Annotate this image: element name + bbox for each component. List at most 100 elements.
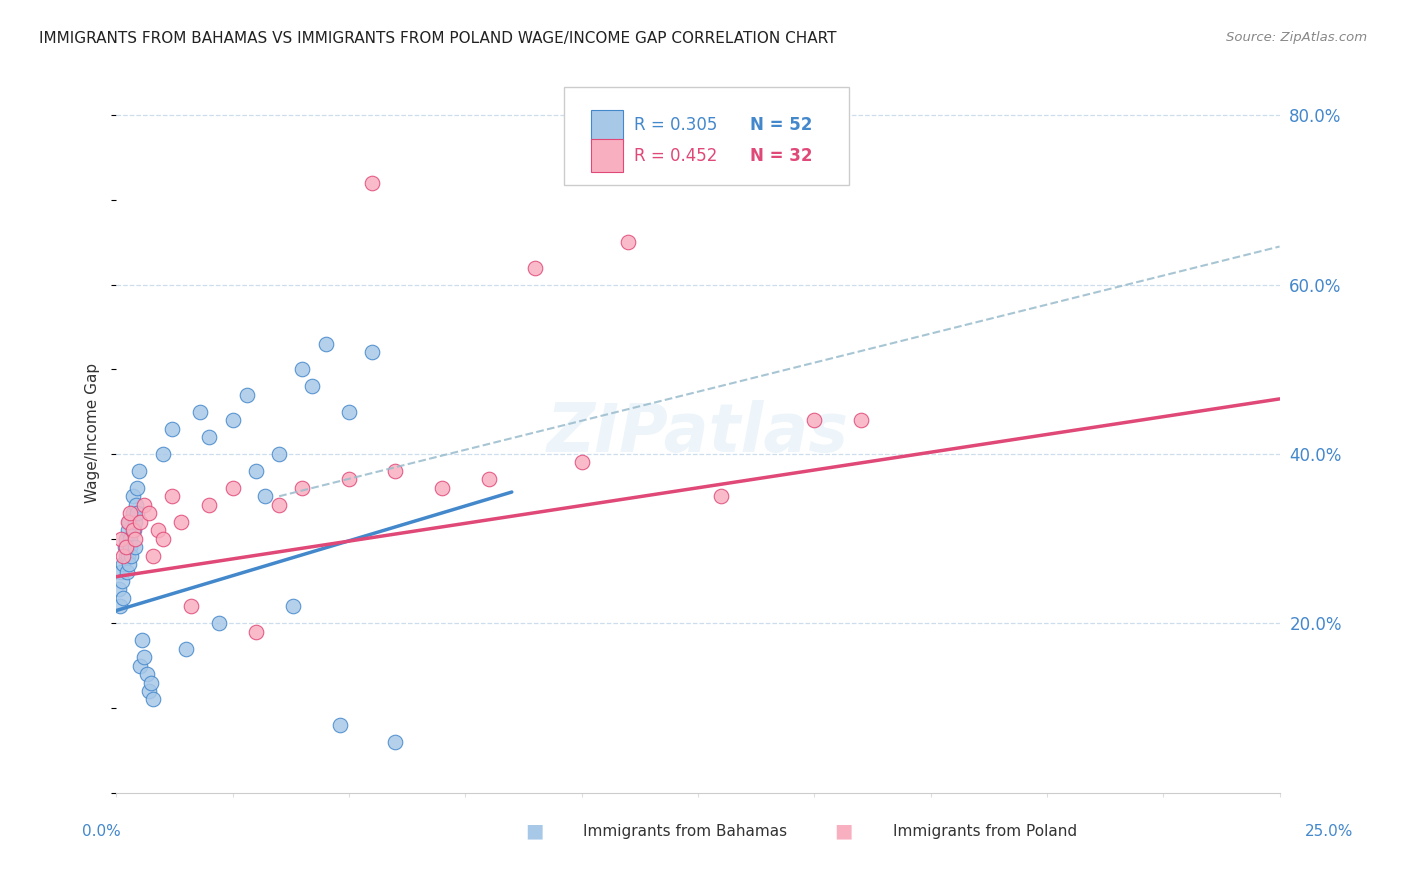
Point <box>803 413 825 427</box>
Point <box>114 549 136 563</box>
Point <box>131 633 153 648</box>
Point <box>107 582 129 597</box>
Point <box>269 498 291 512</box>
Point <box>128 464 150 478</box>
Point <box>710 489 733 503</box>
Point <box>315 337 337 351</box>
Point <box>208 616 231 631</box>
Point <box>114 540 136 554</box>
Point <box>337 472 360 486</box>
Point <box>152 532 174 546</box>
Point <box>198 498 221 512</box>
FancyBboxPatch shape <box>591 139 623 172</box>
Point <box>121 489 143 503</box>
Text: N = 52: N = 52 <box>751 116 813 134</box>
Point <box>142 692 165 706</box>
Point <box>124 540 146 554</box>
Point <box>110 566 132 580</box>
Point <box>849 413 872 427</box>
Point <box>108 599 131 614</box>
Text: 25.0%: 25.0% <box>1305 824 1353 838</box>
Point <box>384 464 406 478</box>
Point <box>571 455 593 469</box>
Point <box>617 235 640 250</box>
Point <box>337 404 360 418</box>
Point <box>281 599 304 614</box>
Point <box>146 523 169 537</box>
Point <box>114 532 136 546</box>
Point <box>121 506 143 520</box>
Point <box>301 379 323 393</box>
Text: Source: ZipAtlas.com: Source: ZipAtlas.com <box>1226 31 1367 45</box>
Point <box>127 481 149 495</box>
Point <box>117 523 139 537</box>
Point <box>170 515 193 529</box>
FancyBboxPatch shape <box>591 110 623 143</box>
Point <box>121 523 143 537</box>
Point <box>120 540 142 554</box>
Text: Immigrants from Poland: Immigrants from Poland <box>893 824 1077 838</box>
Point <box>111 574 134 588</box>
Text: ZIPatlas: ZIPatlas <box>547 400 849 466</box>
Point <box>188 404 211 418</box>
Point <box>329 718 352 732</box>
Point <box>235 387 257 401</box>
Point <box>254 489 277 503</box>
Point <box>269 447 291 461</box>
Point <box>138 506 160 520</box>
Text: N = 32: N = 32 <box>751 146 813 165</box>
Point <box>112 591 135 605</box>
Point <box>430 481 453 495</box>
Text: IMMIGRANTS FROM BAHAMAS VS IMMIGRANTS FROM POLAND WAGE/INCOME GAP CORRELATION CH: IMMIGRANTS FROM BAHAMAS VS IMMIGRANTS FR… <box>39 31 837 46</box>
Point <box>152 447 174 461</box>
Text: ■: ■ <box>524 822 544 841</box>
Point <box>127 506 149 520</box>
Point <box>117 549 139 563</box>
Point <box>361 345 384 359</box>
Point <box>221 413 243 427</box>
Text: 0.0%: 0.0% <box>82 824 121 838</box>
Point <box>291 481 314 495</box>
Point <box>124 515 146 529</box>
Point <box>135 667 157 681</box>
Point <box>112 557 135 571</box>
Point <box>125 498 148 512</box>
Point <box>477 472 499 486</box>
Point <box>361 176 384 190</box>
Point <box>384 735 406 749</box>
Point <box>245 624 267 639</box>
Point <box>221 481 243 495</box>
Point <box>120 506 142 520</box>
Text: Immigrants from Bahamas: Immigrants from Bahamas <box>583 824 787 838</box>
Point <box>141 675 163 690</box>
Point <box>112 549 135 563</box>
Point <box>110 532 132 546</box>
Point <box>128 658 150 673</box>
Point <box>118 515 141 529</box>
Point <box>117 515 139 529</box>
Text: R = 0.305: R = 0.305 <box>634 116 717 134</box>
Point <box>245 464 267 478</box>
Point <box>124 532 146 546</box>
Point <box>180 599 202 614</box>
Point <box>114 540 136 554</box>
Point <box>138 684 160 698</box>
Point <box>134 650 156 665</box>
Point <box>160 489 183 503</box>
Y-axis label: Wage/Income Gap: Wage/Income Gap <box>86 363 100 503</box>
Point <box>128 515 150 529</box>
Point <box>120 549 142 563</box>
Point <box>115 566 138 580</box>
Point <box>120 532 142 546</box>
Point <box>142 549 165 563</box>
Point <box>198 430 221 444</box>
Text: ■: ■ <box>834 822 853 841</box>
Point <box>122 523 145 537</box>
Point <box>118 557 141 571</box>
Point <box>291 362 314 376</box>
Point <box>174 641 197 656</box>
FancyBboxPatch shape <box>564 87 849 185</box>
Text: R = 0.452: R = 0.452 <box>634 146 717 165</box>
Point <box>134 498 156 512</box>
Point <box>160 421 183 435</box>
